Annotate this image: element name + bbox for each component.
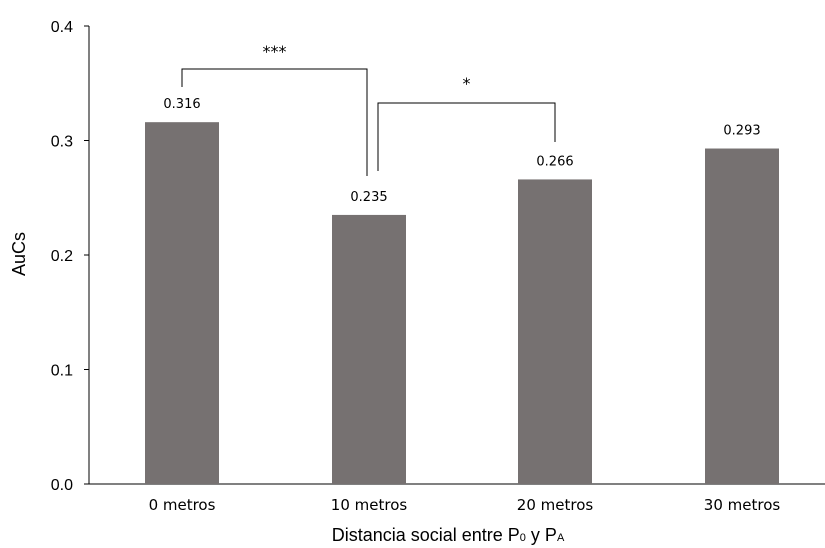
y-tick-label: 0.1 [51, 363, 73, 380]
x-axis-title-sub2: A [557, 532, 565, 544]
y-axis: 0.0 0.1 0.2 0.3 0.4 [51, 19, 90, 494]
significance-brackets: **** [181, 42, 556, 176]
category-labels-group: 0 metros 10 metros 20 metros 30 metros [149, 496, 781, 514]
bar [145, 122, 219, 485]
significance-bracket [181, 68, 368, 176]
y-tick-label: 0.2 [51, 248, 73, 265]
data-label: 0.266 [536, 154, 573, 169]
data-label: 0.316 [163, 97, 200, 112]
category-label: 20 metros [517, 496, 594, 514]
x-axis-title-middle: y P [526, 525, 557, 545]
data-label: 0.235 [350, 190, 387, 205]
bar [518, 179, 592, 484]
x-axis-title-prefix: Distancia social entre P [332, 525, 520, 545]
data-label: 0.293 [723, 124, 760, 139]
x-axis-title-sub1: 0 [520, 532, 526, 544]
significance-label: *** [263, 42, 287, 61]
data-labels-group: 0.316 0.235 0.266 0.293 [163, 97, 760, 205]
y-tick-label: 0.4 [51, 19, 73, 36]
bar [705, 148, 779, 484]
category-label: 30 metros [704, 496, 781, 514]
bar [332, 214, 406, 485]
y-tick-label: 0.0 [51, 477, 73, 494]
significance-bracket [377, 102, 556, 171]
category-label: 0 metros [149, 496, 216, 514]
significance-label: * [463, 74, 471, 93]
y-tick-label: 0.3 [51, 134, 73, 151]
bars-group [145, 122, 779, 485]
x-axis-title: Distancia social entre P0 y PA [332, 525, 565, 545]
y-axis-title: AuCs [9, 232, 29, 276]
category-label: 10 metros [331, 496, 408, 514]
